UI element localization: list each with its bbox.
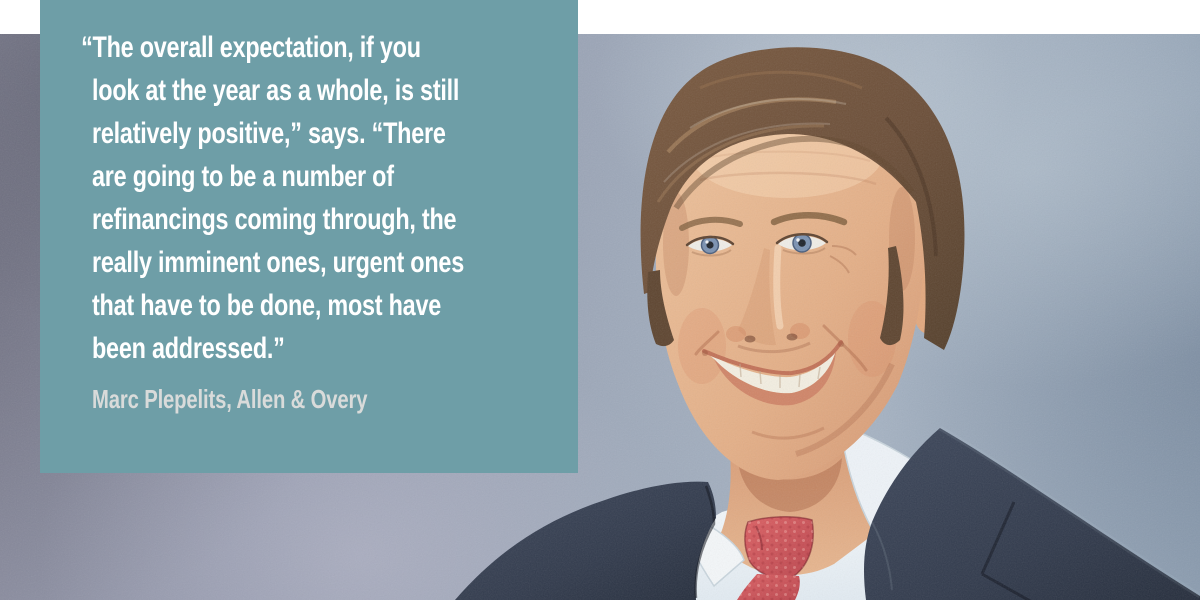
quote-line: “The overall expectation, if you <box>81 31 421 64</box>
quote-line: really imminent ones, urgent ones <box>92 246 464 279</box>
quote-line: look at the year as a whole, is still <box>92 74 460 107</box>
quote-text: “The overall expectation, if you look at… <box>81 26 560 370</box>
quote-line: that have to be done, most have <box>92 289 442 322</box>
quote-line: refinancings coming through, the <box>92 203 457 236</box>
attribution-text: Marc Plepelits, Allen & Overy <box>92 384 368 414</box>
quote-line: are going to be a number of <box>92 160 394 193</box>
quote-box: “The overall expectation, if you look at… <box>40 0 578 473</box>
quote-line: been addressed.” <box>92 332 285 365</box>
quote-line: relatively positive,” says. “There <box>92 117 446 150</box>
